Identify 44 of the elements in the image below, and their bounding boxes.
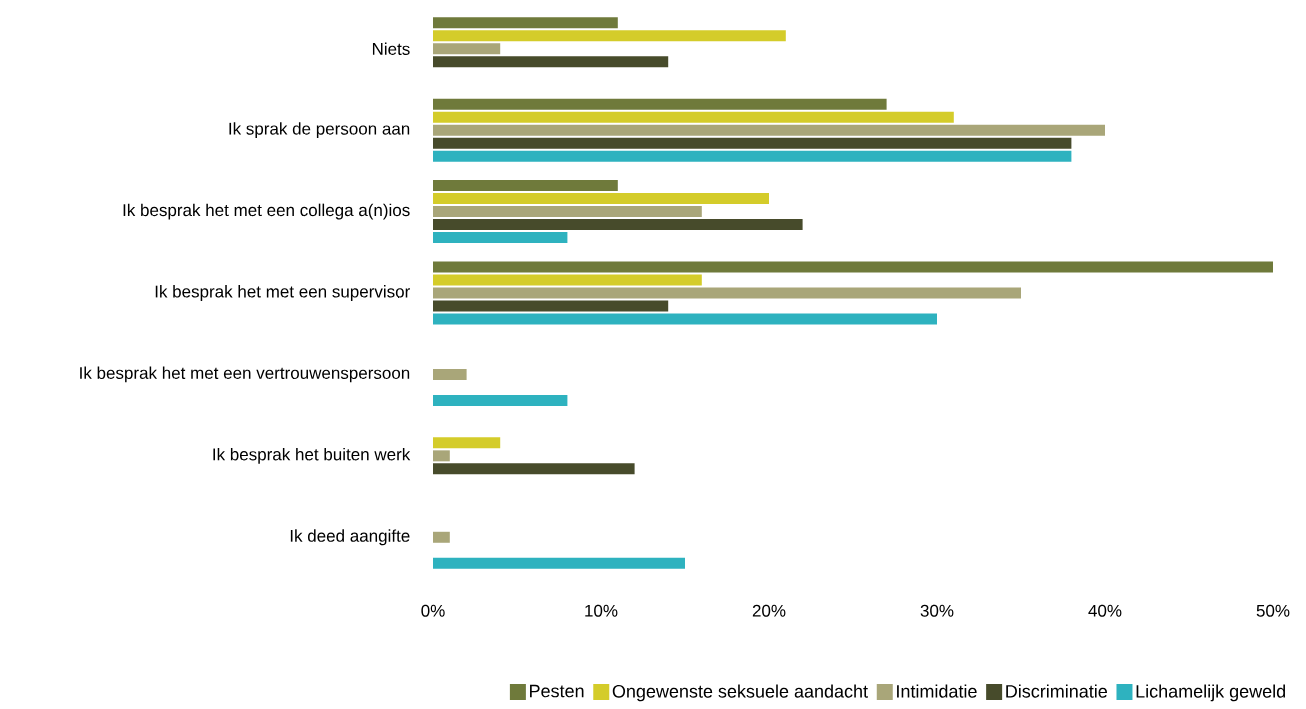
bar [433,261,1273,273]
legend-label: Discriminatie [1006,684,1108,698]
bar [433,193,769,205]
legend-label: Pesten [530,684,584,698]
bar [433,531,450,543]
bar [433,313,937,325]
bar [433,232,568,244]
y-tick-label: Ik besprak het buiten werk [213,447,411,464]
bar [433,557,685,569]
bar [433,219,803,231]
bar [433,56,669,68]
legend-label: Intimidatie [897,684,977,698]
x-tick-label: 20% [752,604,786,617]
x-tick-label: 0% [421,604,445,617]
y-tick-label: Ik sprak de persoon aan [229,122,410,139]
bar [433,43,501,55]
bar [433,30,786,42]
bar [433,124,1105,136]
y-tick-label: Ik besprak het met een supervisor [155,285,410,301]
bar [433,300,669,312]
y-tick-label: Ik deed aangifte [290,529,410,546]
bar [433,180,618,192]
x-tick-label: 50% [1256,604,1290,617]
y-tick-label: Niets [372,42,410,55]
x-tick-label: 10% [585,604,618,617]
legend-label: Ongewenste seksuele aandacht [612,684,868,702]
bar [433,437,501,449]
legend-label: Lichamelijk geweld [1136,684,1285,702]
bar [433,150,1072,162]
bar [433,17,618,29]
x-tick-label: 40% [1088,604,1122,617]
bar [433,368,467,380]
bar [433,450,450,462]
bar [433,111,954,123]
bar [433,394,568,406]
bar [433,274,702,286]
bar [433,98,887,110]
bar [433,206,702,218]
y-tick-label: Ik besprak het met een vertrouwenspersoon [80,366,410,383]
x-tick-label: 30% [920,604,954,617]
y-tick-label: Ik besprak het met een collega a(n)ios [123,203,410,220]
bar [433,463,635,475]
bar [433,137,1072,149]
bar [433,287,1021,299]
